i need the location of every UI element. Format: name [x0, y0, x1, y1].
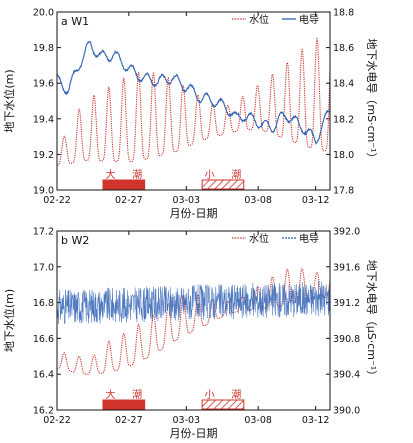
panel-b-y-right-tick-label: 390.0: [333, 406, 360, 417]
panel-b-x-tick-label: 03-03: [173, 415, 201, 426]
panel-b-tide-bars: 大潮小潮: [102, 388, 245, 410]
panel-b-legend: 水位 电导: [232, 232, 319, 245]
panel-a-spring-tide-label: 大: [105, 168, 115, 181]
panel-b-y-left-tick-label: 17.2: [33, 227, 54, 238]
panel-a-y-axis-left-label: 地下水位(m): [2, 69, 16, 132]
panel-b-legend-label-water-level: 水位: [249, 232, 269, 245]
panel-a-x-axis-label: 月份-日期: [170, 207, 218, 220]
panel-b-conductivity-line: [56, 280, 331, 325]
panel-a-legend: 水位 电导: [232, 13, 319, 26]
panel-b-x-tick-label: 02-22: [43, 415, 71, 426]
panel-a-y-left-tick-label: 19.0: [33, 186, 54, 197]
panel-a-y-left-tick-label: 19.6: [33, 79, 54, 90]
panel-a-x-tick-label: 03-08: [244, 195, 272, 206]
panel-b-spring-tide-label: 大: [105, 388, 115, 401]
panel-a-y-left-tick-label: 19.8: [33, 43, 54, 54]
panel-a-tide-bars: 大潮小潮: [102, 168, 245, 190]
panel-b-y-right-tick-label: 391.6: [333, 262, 360, 273]
panel-b-x-tick-label: 02-27: [115, 415, 143, 426]
panel-a-x-tick-label: 03-03: [173, 195, 201, 206]
panel-b-legend-label-conductivity: 电导: [299, 232, 319, 245]
panel-a-y-right-tick-label: 18.0: [333, 150, 354, 161]
panel-b-y-left-tick-label: 16.8: [33, 298, 54, 309]
panel-b-y-right-tick-label: 390.8: [333, 334, 360, 345]
panel-a-frame: [56, 11, 331, 191]
panel-b-y-left-tick-label: 16.4: [33, 370, 54, 381]
panel-a-series: [56, 37, 331, 166]
panel-a-spring-tide-bar: [102, 179, 146, 190]
panel-b-frame: [56, 230, 331, 411]
panel-a-x-tick-label: 02-22: [43, 195, 71, 206]
panel-a-y-left-tick-label: 19.4: [33, 114, 54, 125]
panel-b-y-left-tick-label: 16.6: [33, 334, 54, 345]
panel-a-x-tick-label: 03-12: [302, 195, 330, 206]
panel-a-label: a W1: [61, 15, 89, 28]
panel-b-spring-tide-label: 潮: [132, 388, 142, 401]
panel-b-ticks: 02-22 02-27 03-03 03-08 03-12 16.2 16.4 16.6 16.…: [33, 227, 360, 427]
panel-a-legend-label-conductivity: 电导: [299, 13, 319, 26]
panel-b-water-level-line: [57, 268, 331, 375]
panel-a-legend-label-water-level: 水位: [249, 13, 269, 26]
panel-b-y-axis-left-label: 地下水位(m): [2, 289, 16, 352]
panel-a-x-tick-label: 02-27: [115, 195, 143, 206]
panel-b: 02-22 02-27 03-03 03-08 03-12 16.2 16.4 16.6 16.…: [2, 227, 378, 441]
panel-a-y-left-tick-label: 19.2: [33, 150, 54, 161]
panel-a-y-right-tick-label: 17.8: [333, 186, 354, 197]
panel-a-y-right-tick-label: 18.8: [333, 8, 354, 19]
panel-b-y-left-tick-label: 16.2: [33, 406, 54, 417]
panel-a-y-axis-right-label: 地下水电导（mS·cm⁻¹）: [365, 38, 378, 163]
panel-a-neap-tide-label: 潮: [231, 168, 241, 181]
panel-b-x-axis-label: 月份-日期: [170, 427, 218, 440]
panel-b-y-left-tick-label: 17.0: [33, 262, 54, 273]
panel-a: 02-22 02-27 03-03 03-08 03-12 19.0 19.2 19.4 19.…: [2, 8, 378, 221]
panel-b-label: b W2: [61, 234, 89, 247]
panel-b-x-tick-label: 03-12: [302, 415, 330, 426]
panel-b-x-tick-label: 03-08: [244, 415, 272, 426]
panel-a-ticks: 02-22 02-27 03-03 03-08 03-12 19.0 19.2 19.4 19.…: [33, 8, 354, 207]
panel-a-y-left-tick-label: 20.0: [33, 8, 54, 19]
panel-a-conductivity-line: [56, 40, 331, 146]
panel-b-neap-tide-label: 小: [205, 389, 215, 401]
panel-a-spring-tide-label: 潮: [132, 168, 142, 181]
panel-b-y-right-tick-label: 390.4: [333, 370, 360, 381]
panel-b-spring-tide-bar: [102, 399, 146, 410]
panel-b-neap-tide-label: 潮: [231, 388, 241, 401]
panel-b-y-axis-right-label: 地下水电导（μS·cm⁻¹）: [365, 260, 378, 381]
panel-a-y-right-tick-label: 18.2: [333, 114, 354, 125]
panel-b-series: [56, 268, 331, 375]
panel-a-neap-tide-label: 小: [205, 169, 215, 181]
panel-a-y-right-tick-label: 18.6: [333, 43, 354, 54]
panel-a-neap-tide-bar: [201, 179, 245, 190]
panel-b-neap-tide-bar: [201, 399, 245, 410]
panel-b-y-right-tick-label: 392.0: [333, 227, 360, 238]
panel-b-y-right-tick-label: 391.2: [333, 298, 360, 309]
panel-a-y-right-tick-label: 18.4: [333, 79, 354, 90]
panel-a-water-level-line: [57, 37, 331, 166]
